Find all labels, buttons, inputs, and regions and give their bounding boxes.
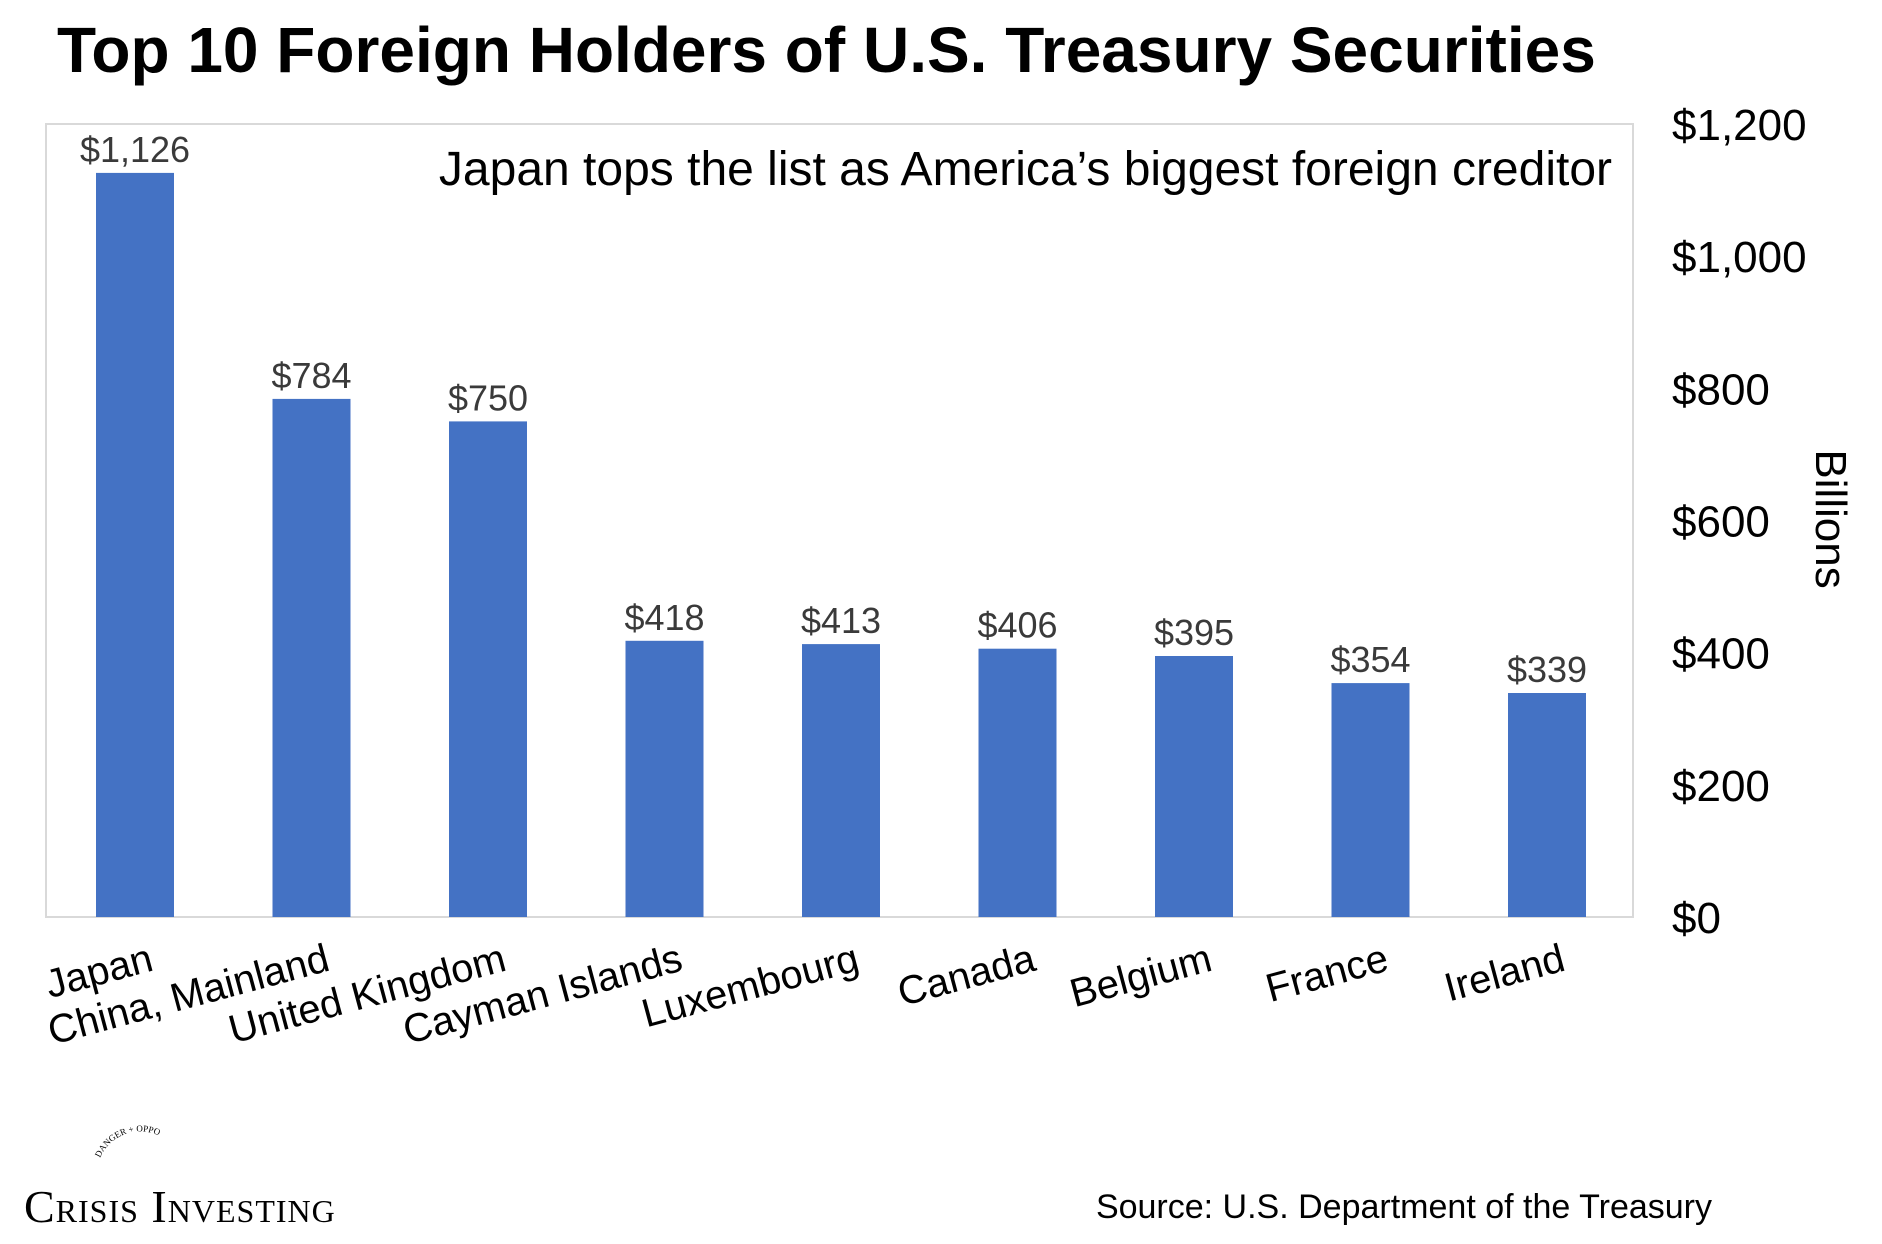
y-tick-label: $200 (1672, 762, 1770, 811)
data-label: $750 (448, 377, 528, 418)
chart-title: Top 10 Foreign Holders of U.S. Treasury … (57, 14, 1596, 86)
logo-wordmark: Crisis Investing (24, 1181, 336, 1232)
x-tick-label: Ireland (1440, 936, 1570, 1010)
x-tick-label: France (1261, 936, 1393, 1011)
y-axis: $0 $200 $400 $600 $800 $1,000 $1,200 (1672, 101, 1807, 943)
y-tick-label: $400 (1672, 630, 1770, 679)
y-tick-label: $0 (1672, 894, 1721, 943)
data-label: $418 (624, 597, 704, 638)
data-label: $354 (1330, 639, 1410, 680)
bar (978, 648, 1057, 917)
chart-subtitle: Japan tops the list as America’s biggest… (439, 143, 1612, 196)
x-tick-label: Belgium (1065, 936, 1216, 1016)
y-tick-label: $600 (1672, 498, 1770, 547)
y-axis-label: Billions (1806, 449, 1855, 588)
bar (802, 644, 880, 917)
data-label: $406 (977, 605, 1057, 646)
data-label: $1,126 (80, 129, 190, 170)
y-tick-label: $1,200 (1672, 101, 1807, 150)
data-labels-layer: $1,126 $784 $750 $418 $413 $406 $395 $354 $339 (80, 129, 1587, 690)
y-tick-label: $800 (1672, 365, 1770, 414)
bar (272, 398, 351, 917)
data-label: $339 (1507, 649, 1587, 690)
y-tick-label: $1,000 (1672, 233, 1807, 282)
data-label: $784 (271, 355, 351, 396)
data-label: $413 (801, 600, 881, 641)
source-note: Source: U.S. Department of the Treasury (1096, 1188, 1712, 1226)
bar (1331, 683, 1410, 917)
bar (625, 640, 704, 917)
data-label: $395 (1154, 612, 1234, 653)
bar (1508, 693, 1586, 917)
bars-layer (96, 172, 1586, 917)
x-tick-label: Canada (893, 936, 1040, 1015)
bar (1155, 656, 1233, 917)
bar (96, 172, 174, 917)
bar (449, 421, 527, 917)
